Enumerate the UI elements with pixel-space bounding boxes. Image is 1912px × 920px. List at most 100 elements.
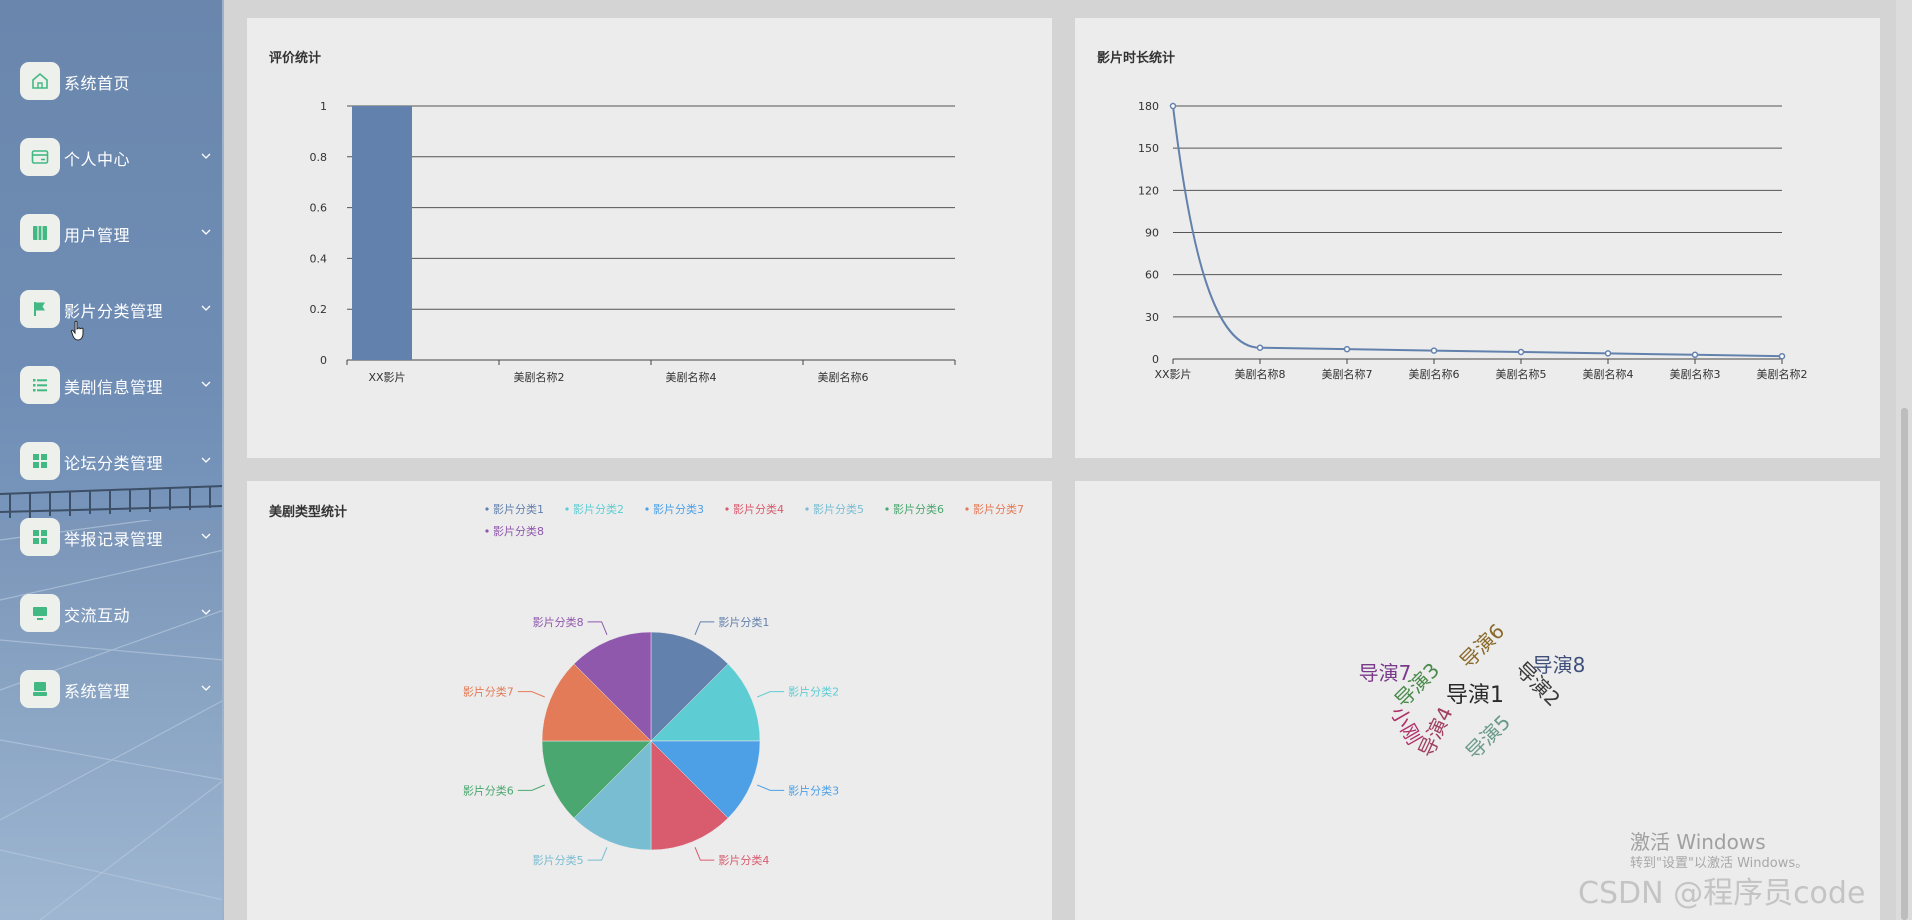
pie-label: 影片分类4 — [718, 853, 769, 867]
rating-bar-chart: 0 0.2 0.4 0.6 0.8 1 XX影片 美剧名称2 美剧名称4 美剧名称6 — [310, 100, 956, 384]
pie-label-line — [757, 691, 785, 698]
y-tick-label: 60 — [1145, 269, 1159, 282]
genre-statistics-panel: 美剧类型统计 影片分类1 影片分类2 影片分类3 影片分类4 影片分类5 影片分类6 影片分… — [247, 481, 1052, 920]
legend-marker — [565, 507, 569, 511]
windows-activation-title: 激活 Windows — [1630, 830, 1766, 854]
x-tick-label: 美剧名称4 — [1583, 367, 1634, 381]
pie-label: 影片分类2 — [788, 685, 839, 699]
pie-slice — [650, 740, 729, 851]
pie-slice — [573, 631, 652, 742]
sidebar-item-personal-center[interactable]: 个人中心 — [0, 132, 224, 182]
data-point — [1256, 344, 1264, 352]
y-tick-label: 30 — [1145, 311, 1159, 324]
x-tick-label: 美剧名称2 — [514, 370, 565, 384]
pie-label-line — [587, 847, 608, 861]
x-tick-label: 美剧名称4 — [666, 370, 717, 384]
csdn-watermark: CSDN @程序员code — [1578, 876, 1866, 911]
data-point — [1517, 348, 1525, 356]
wordcloud-word: 导演5 — [1461, 710, 1515, 764]
sidebar-item-label: 举报记录管理 — [64, 530, 164, 549]
sidebar-item-label: 交流互动 — [64, 606, 131, 625]
x-tick-label: 美剧名称6 — [1409, 367, 1460, 381]
x-tick-label: 美剧名称6 — [818, 370, 869, 384]
legend-marker — [725, 507, 729, 511]
sidebar-item-label: 用户管理 — [64, 226, 131, 245]
panel-title: 评价统计 — [269, 51, 322, 66]
data-point — [1343, 345, 1351, 353]
x-tick-label: 美剧名称2 — [1757, 367, 1808, 381]
sidebar-background-lines — [0, 520, 224, 920]
grid-icon — [20, 442, 60, 480]
chevron-down-icon — [201, 153, 211, 159]
legend-marker — [805, 507, 809, 511]
list-icon — [20, 366, 60, 404]
legend-entry: 影片分类2 — [573, 502, 624, 516]
pie-label-line — [517, 784, 545, 791]
y-tick-label: 0.8 — [310, 151, 328, 164]
sidebar-item-user-management[interactable]: 用户管理 — [0, 208, 224, 258]
sidebar-item-film-category[interactable]: 影片分类管理 — [0, 284, 224, 341]
x-tick-label: XX影片 — [1154, 368, 1191, 381]
chevron-down-icon — [201, 685, 211, 691]
chevron-down-icon — [201, 381, 211, 387]
pie-label: 影片分类6 — [463, 783, 514, 797]
legend-marker — [645, 507, 649, 511]
sidebar-item-drama-info[interactable]: 美剧信息管理 — [0, 360, 224, 410]
wordcloud-word: 导演8 — [1533, 653, 1586, 677]
legend-entry: 影片分类5 — [813, 502, 864, 516]
x-tick-label: 美剧名称7 — [1322, 367, 1373, 381]
legend-entry: 影片分类8 — [493, 524, 544, 538]
chevron-down-icon — [201, 229, 211, 235]
chevron-down-icon — [201, 609, 211, 615]
pie-label-line — [587, 621, 608, 635]
pie-label: 影片分类5 — [533, 853, 584, 867]
sidebar-item-label: 影片分类管理 — [64, 302, 164, 321]
data-point — [1430, 347, 1438, 354]
wordcloud-word: 导演7 — [1359, 661, 1412, 685]
data-point — [1691, 351, 1699, 359]
monitor-icon — [20, 670, 60, 708]
chevron-down-icon — [201, 305, 211, 311]
y-tick-label: 1 — [320, 100, 327, 113]
data-point — [1778, 352, 1786, 360]
duration-statistics-panel: 影片时长统计 0 30 60 90 120 150 180 XX影片 美剧名称8 美剧名称7 美剧名… — [1075, 18, 1880, 458]
y-tick-label: 180 — [1138, 100, 1159, 113]
pie-slice — [650, 740, 761, 819]
sidebar-item-label: 系统管理 — [64, 682, 131, 701]
y-tick-label: 0 — [1152, 353, 1159, 366]
legend-entry: 影片分类7 — [973, 502, 1024, 516]
windows-activation-subtitle: 转到"设置"以激活 Windows。 — [1630, 856, 1809, 871]
data-point — [1604, 350, 1612, 357]
y-tick-label: 120 — [1138, 184, 1159, 197]
sidebar-item-home[interactable]: 系统首页 — [0, 56, 224, 106]
sidebar-item-label: 美剧信息管理 — [64, 378, 164, 397]
pie-slice — [573, 740, 652, 851]
grid-icon — [20, 518, 60, 556]
sidebar-item-label: 论坛分类管理 — [64, 454, 164, 473]
y-tick-label: 0.4 — [310, 252, 328, 265]
x-tick-label: 美剧名称8 — [1235, 367, 1286, 381]
monitor-icon — [20, 594, 60, 632]
panel-title: 美剧类型统计 — [269, 505, 348, 520]
legend-entry: 影片分类1 — [493, 502, 544, 516]
x-tick-label: 美剧名称5 — [1496, 367, 1547, 381]
pie-label-line — [694, 621, 715, 635]
legend-entry: 影片分类6 — [893, 502, 944, 516]
y-tick-label: 90 — [1145, 227, 1159, 240]
sidebar-item-forum-category[interactable]: 论坛分类管理 — [0, 436, 224, 486]
home-icon — [20, 62, 60, 100]
pie-label: 影片分类1 — [718, 615, 769, 629]
pie-slice — [650, 631, 729, 742]
pie-slice — [541, 663, 652, 742]
sidebar-edge — [222, 0, 224, 920]
sidebar-item-report-records[interactable]: 举报记录管理 — [0, 512, 224, 562]
wordcloud-word: 导演6 — [1455, 619, 1509, 673]
pie-label-line — [517, 691, 545, 698]
sidebar-item-system-management[interactable]: 系统管理 — [0, 664, 224, 714]
bar — [352, 106, 412, 360]
page-scrollbar-thumb[interactable] — [1901, 408, 1908, 920]
sidebar-item-interaction[interactable]: 交流互动 — [0, 588, 224, 638]
panel-title: 影片时长统计 — [1097, 51, 1176, 66]
y-tick-label: 0 — [320, 354, 327, 367]
